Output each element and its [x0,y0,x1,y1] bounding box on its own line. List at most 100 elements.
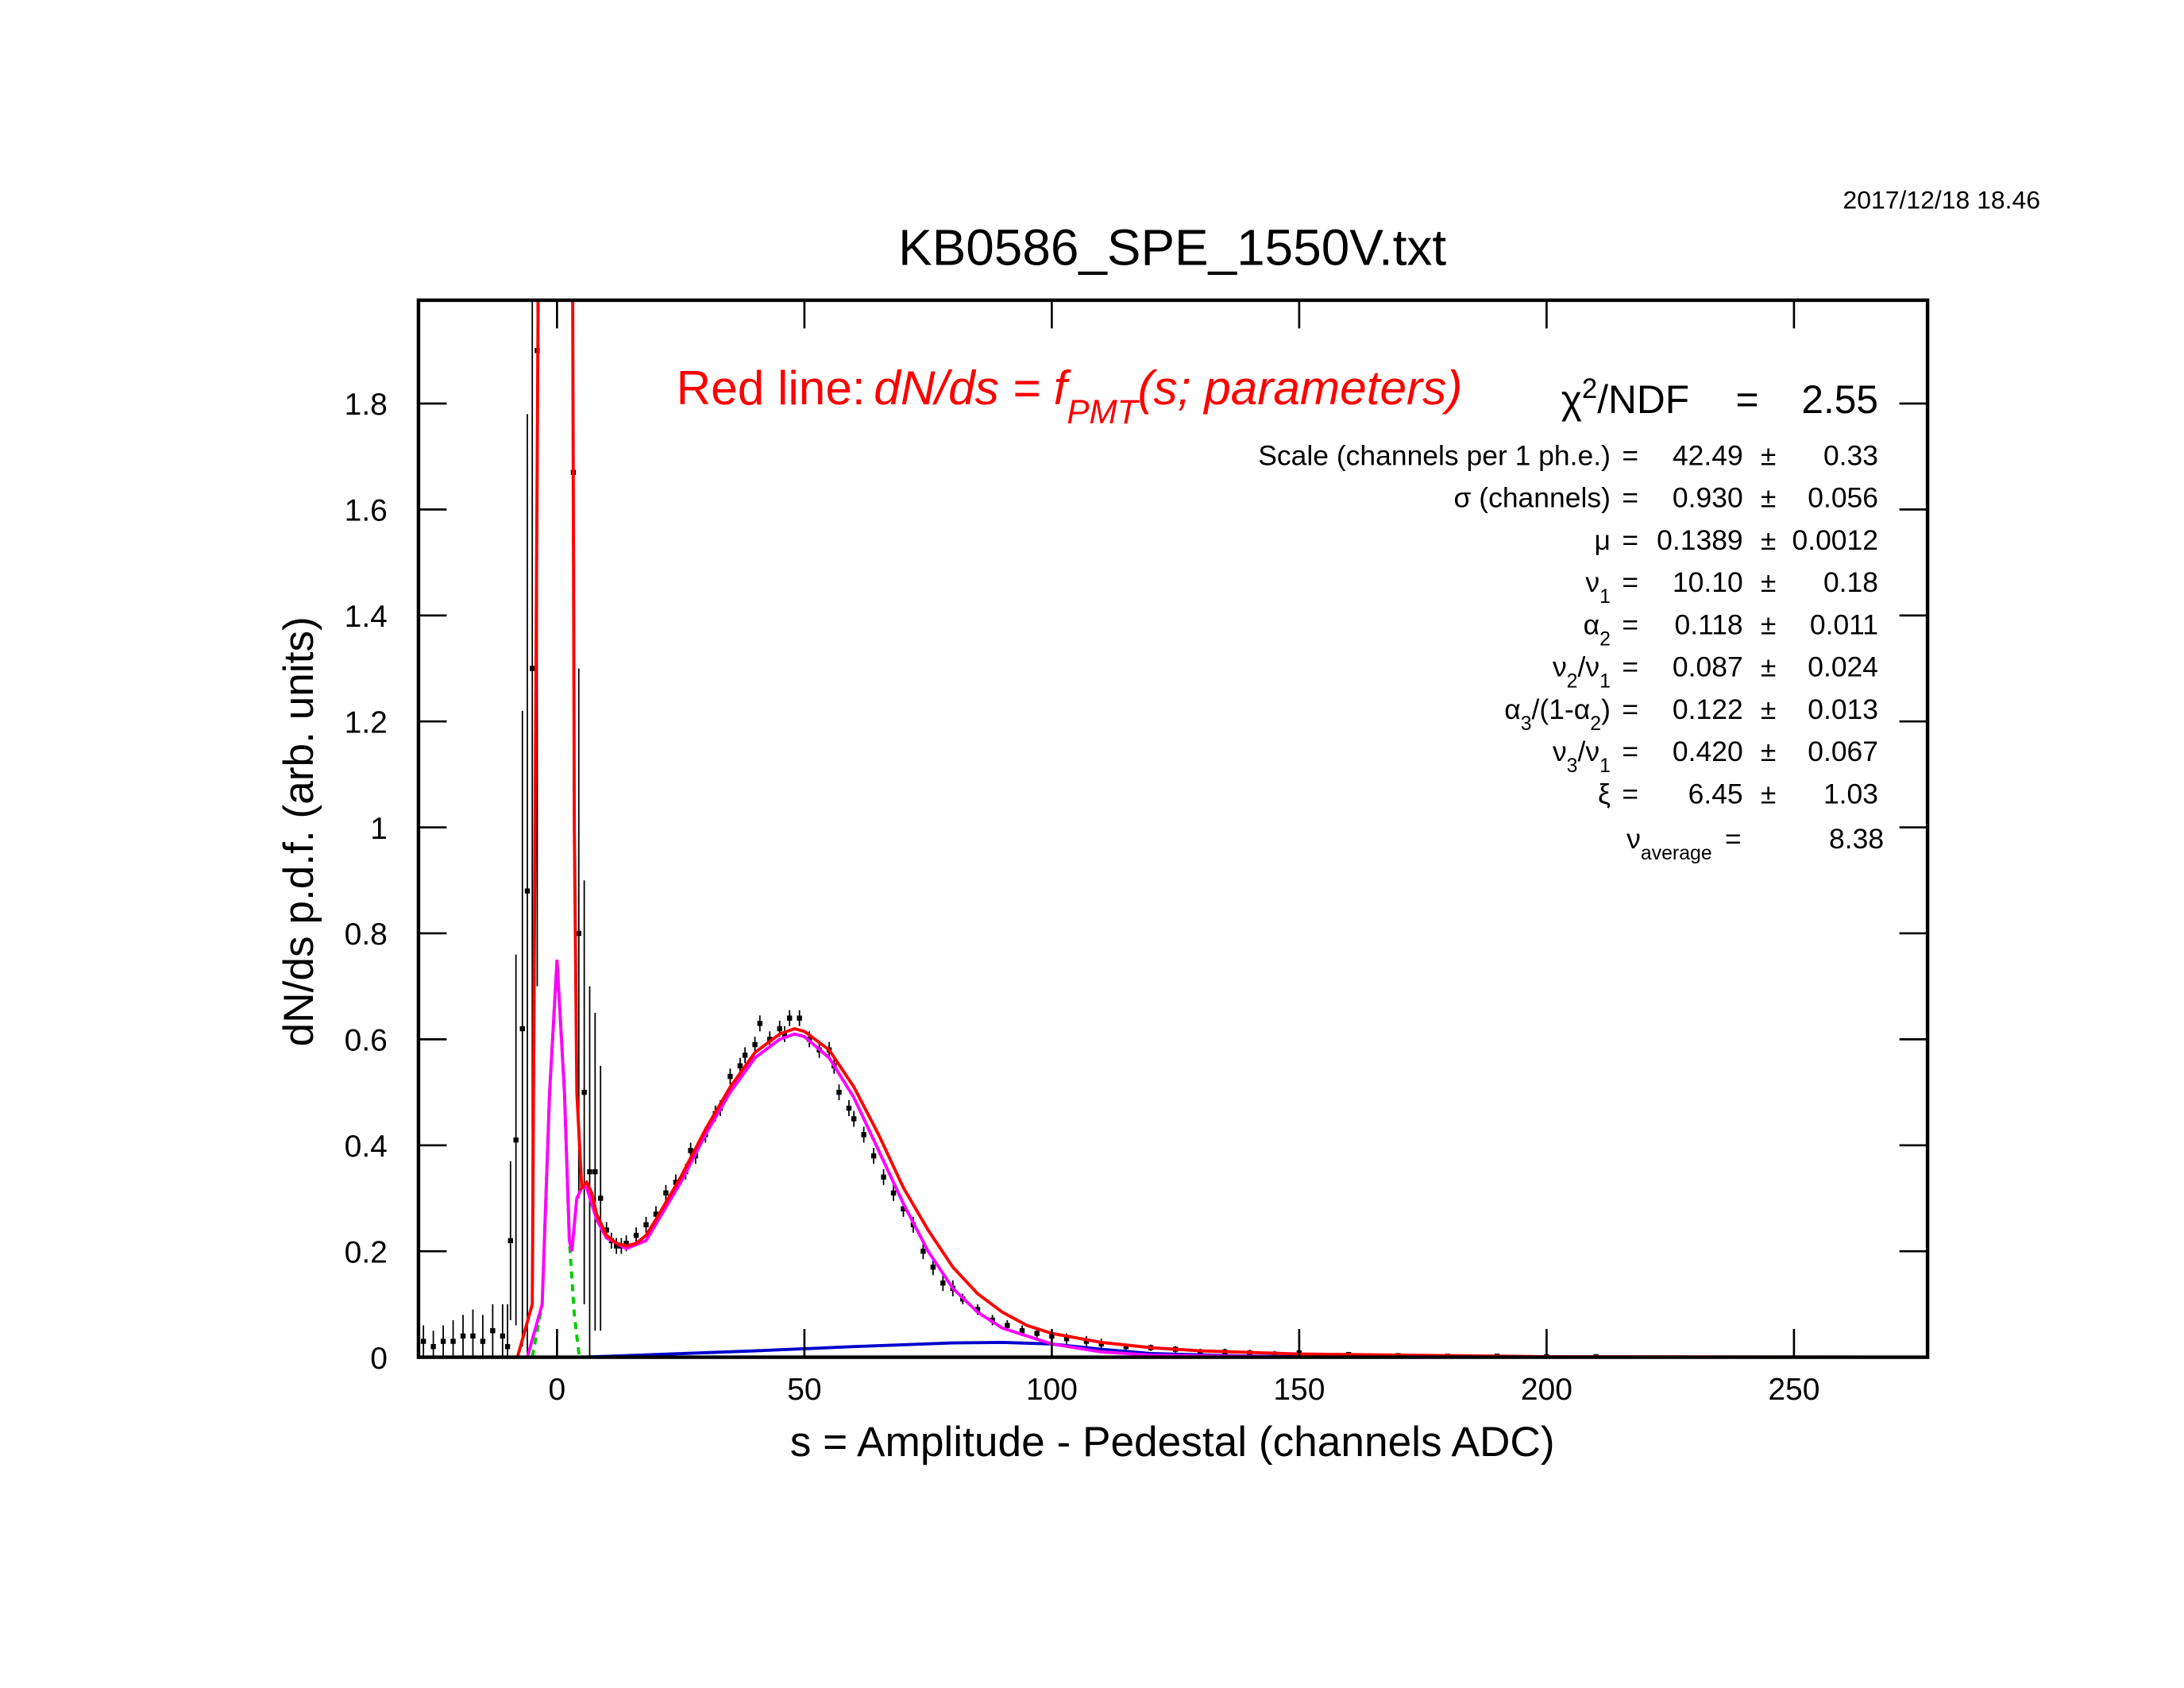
param-error: 0.011 [1810,608,1878,640]
data-point [1123,1344,1129,1350]
x-tick-label: 150 [1273,1373,1325,1407]
subscript: 3 [1567,755,1578,777]
y-tick-label: 0.6 [345,1024,388,1058]
data-point [524,888,531,894]
data-point [870,1153,877,1159]
data-point [737,1063,743,1068]
param-pm: ± [1761,608,1776,640]
param-pm: ± [1761,566,1776,598]
subscript: 1 [1599,755,1611,777]
param-name: Scale (channels per 1 ph.e.) [1258,440,1611,472]
data-point [861,1132,866,1138]
data-point [450,1338,456,1344]
param-value: 42.49 [1673,440,1743,472]
data-point [420,1338,426,1344]
param-name: ν3/ν1 [1553,736,1611,777]
text-part: χ [1561,377,1582,422]
y-tick-label: 1 [370,812,388,846]
text-part: ν [1585,566,1599,598]
subscript: 3 [1521,713,1532,734]
data-point [480,1338,486,1344]
param-eq: = [1622,566,1638,598]
data-point [613,1243,619,1249]
text-part: /NDF [1597,377,1689,422]
data-point [777,1026,782,1032]
annotation-sub: PMT [1067,393,1140,431]
text-part: /ν [1577,651,1599,683]
data-point [1063,1336,1070,1342]
text-part: ν [1626,823,1641,855]
data-point [504,1344,511,1350]
x-axis-label: s = Amplitude - Pedestal (channels ADC) [790,1419,1555,1466]
subscript: 2 [1567,670,1578,692]
param-error: 0.33 [1823,440,1878,472]
data-point [901,1206,906,1212]
param-error: 0.067 [1808,736,1878,767]
fit-curve [418,299,1928,1358]
data-point [1019,1328,1025,1334]
subscript: 2 [1599,628,1611,650]
data-point [836,1089,842,1095]
param-eq: = [1622,693,1638,725]
param-pm: ± [1761,482,1776,514]
x-tick-label: 100 [1026,1373,1078,1407]
frame [416,298,1930,1359]
data-point [440,1338,446,1344]
y-tick-label: 1.8 [345,388,388,422]
param-value: 0.122 [1673,693,1743,725]
param-value: 10.10 [1673,566,1743,598]
param-eq: = [1725,823,1742,855]
param-eq: = [1622,736,1638,767]
data-point [940,1280,946,1286]
param-pm: ± [1761,693,1776,725]
text-part: α [1584,608,1600,640]
param-eq: = [1622,651,1638,683]
param-value: 8.38 [1829,823,1884,855]
data-point [742,1053,748,1058]
param-eq: = [1622,482,1638,514]
data-point [890,1190,897,1196]
data-point [688,1148,693,1153]
data-point [930,1264,936,1270]
param-eq: = [1622,778,1638,809]
data-point [781,1031,788,1037]
fit-curve [418,960,1928,1358]
subscript: 1 [1599,586,1611,608]
data-point [490,1328,496,1334]
param-error: 0.024 [1808,651,1878,683]
param-value: 0.420 [1673,736,1743,767]
fit-curve [418,960,1928,1358]
data-point [592,1168,598,1175]
data-point [663,1190,669,1196]
date: 2017/12/18 18.46 [1843,186,2041,214]
data-point [598,1196,604,1201]
data-point [757,1021,763,1026]
param-error: 0.056 [1808,482,1878,514]
annotation-part: Red line: [677,361,866,415]
text-part: α [1504,693,1521,725]
y-tick-label: 1.6 [345,494,388,528]
chi2-value: 2.55 [1801,377,1878,422]
data-point [519,1026,525,1032]
data-point [767,1037,773,1042]
data-point [500,1333,506,1339]
y-tick-label: 1.2 [345,705,388,740]
param-name: σ (channels) [1454,482,1611,514]
data-point [1098,1341,1104,1347]
data-point [881,1174,886,1180]
data-point [752,1041,758,1048]
data-point [581,1089,587,1095]
param-value: 0.1389 [1657,524,1743,556]
data-point [786,1015,793,1021]
data-point [727,1073,733,1080]
annotation-part: (s; parameters) [1137,361,1462,415]
data-point [507,1238,514,1244]
x-tick-label: 0 [549,1373,566,1407]
superscript: 2 [1582,374,1597,404]
data-point [633,1232,639,1238]
subscript: 2 [1590,713,1601,734]
param-name: α2 [1584,608,1611,649]
data-point [643,1222,649,1228]
text-part: ) [1601,693,1611,725]
param-eq: = [1622,524,1638,556]
